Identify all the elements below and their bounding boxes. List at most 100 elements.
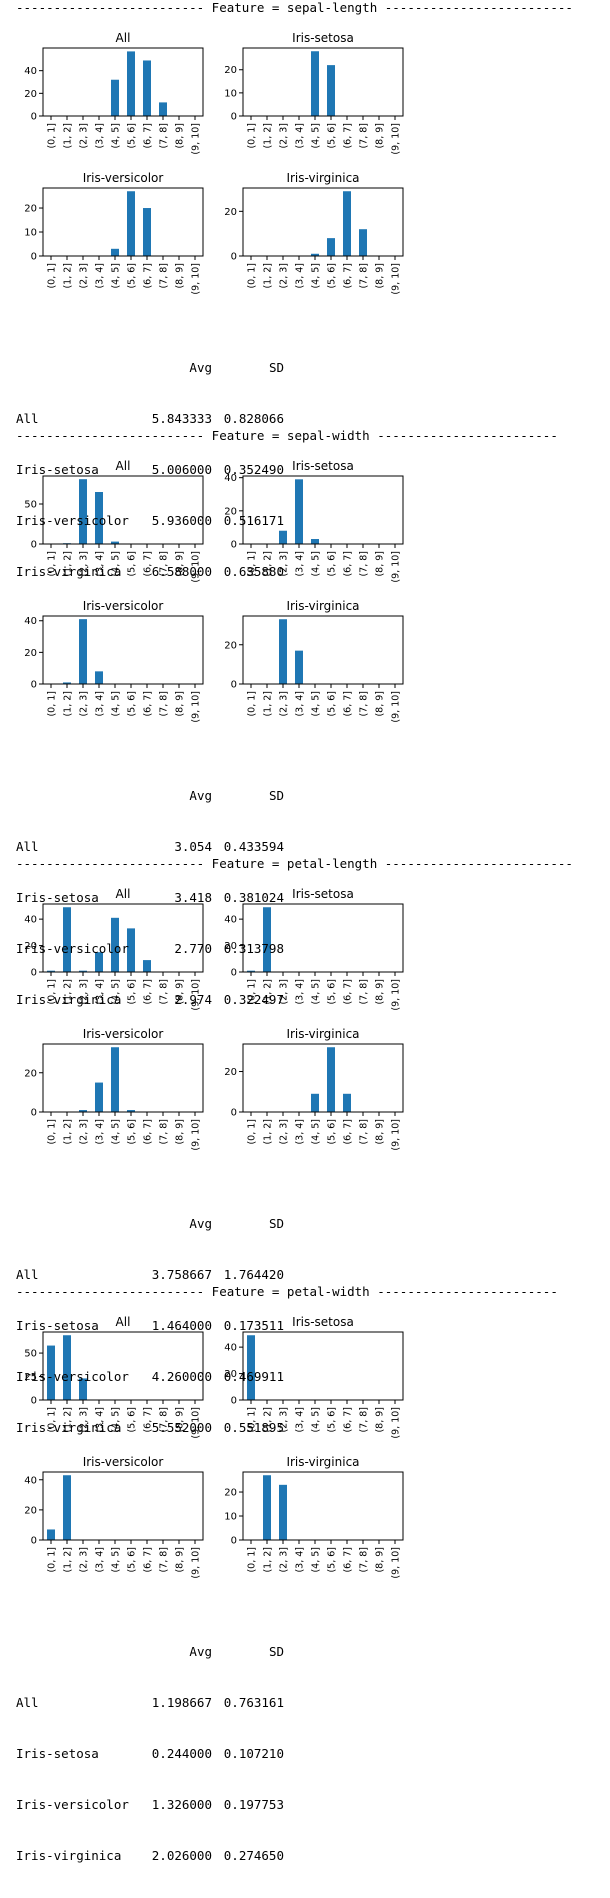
bar-(4, 5] xyxy=(111,79,119,116)
stats-row: Iris-virginica 2.974 0.322497 xyxy=(16,992,284,1007)
x-tick-label: (0, 1] xyxy=(247,1407,258,1433)
x-tick-label: (3, 4] xyxy=(95,1407,106,1433)
bar-(3, 4] xyxy=(295,479,303,544)
stats-table-sepal-length: Avg SD All 5.843333 0.828066 Iris-setosa 5.0… xyxy=(16,325,284,614)
bar-(3, 4] xyxy=(95,1082,103,1112)
plot-frame xyxy=(242,47,404,117)
histogram-petal-width-iris-virginica: Iris-virginica 0 10 20 (0, 1] (1, 2] (2, 3] (3,… xyxy=(224,1455,404,1579)
feature-header-sepal-length: ------------------------- Feature = sepa… xyxy=(16,0,573,15)
stats-header-row: Avg SD xyxy=(16,1215,284,1232)
x-tick-label: (9, 10] xyxy=(391,979,402,1011)
y-tick-label: 0 xyxy=(231,1536,237,1547)
bar-(6, 7] xyxy=(143,960,151,972)
y-tick-label: 40 xyxy=(224,473,237,484)
bar-(5, 6] xyxy=(127,51,135,116)
x-tick-label: (9, 10] xyxy=(191,1547,202,1579)
x-tick-label: (2, 3] xyxy=(79,551,90,577)
plot-frame xyxy=(42,47,204,117)
x-tick-label: (6, 7] xyxy=(143,691,154,717)
stats-row: Iris-versicolor 2.770 0.313798 xyxy=(16,941,284,956)
x-tick-label: (6, 7] xyxy=(143,1547,154,1573)
plot-frame xyxy=(242,475,404,545)
x-tick-label: (9, 10] xyxy=(191,1119,202,1151)
avg-header: Avg xyxy=(189,360,212,375)
x-tick-label: (5, 6] xyxy=(327,1407,338,1433)
plot-frame xyxy=(42,903,204,973)
chart-title: Iris-virginica xyxy=(286,599,359,613)
x-tick-label: (7, 8] xyxy=(359,1407,370,1433)
x-tick-label: (7, 8] xyxy=(359,263,370,289)
x-tick-label: (3, 4] xyxy=(295,1407,306,1433)
bar-(5, 6] xyxy=(327,65,335,116)
x-tick-label: (9, 10] xyxy=(191,691,202,723)
chart-title: All xyxy=(116,459,131,473)
bar-(3, 4] xyxy=(95,492,103,544)
bar-(4, 5] xyxy=(111,1047,119,1112)
x-tick-label: (8, 9] xyxy=(375,1547,386,1573)
x-tick-label: (1, 2] xyxy=(263,551,274,577)
bar-(1, 2] xyxy=(263,1475,271,1540)
histogram-sepal-width-all: All 0 50 (0, 1] (1, 2] (2, 3] (3, 4] (4, 5] (5, … xyxy=(24,459,204,583)
sd-header: SD xyxy=(268,1644,284,1659)
x-tick-label: (2, 3] xyxy=(79,1407,90,1433)
x-tick-label: (0, 1] xyxy=(47,979,58,1005)
x-tick-label: (4, 5] xyxy=(311,979,322,1005)
bar-(2, 3] xyxy=(279,530,287,544)
x-tick-label: (3, 4] xyxy=(95,123,106,149)
x-tick-label: (8, 9] xyxy=(375,123,386,149)
stats-row: Iris-setosa 3.418 0.381024 xyxy=(16,890,284,905)
x-tick-label: (8, 9] xyxy=(175,551,186,577)
x-tick-label: (3, 4] xyxy=(95,1547,106,1573)
y-tick-label: 10 xyxy=(224,88,237,99)
x-tick-label: (9, 10] xyxy=(391,691,402,723)
x-tick-label: (6, 7] xyxy=(143,1407,154,1433)
x-tick-label: (9, 10] xyxy=(391,263,402,295)
y-tick-label: 0 xyxy=(231,1108,237,1119)
x-tick-label: (8, 9] xyxy=(375,263,386,289)
stats-header-row: Avg SD xyxy=(16,359,284,376)
stats-row: Iris-setosa 5.006000 0.352490 xyxy=(16,462,284,477)
x-tick-label: (6, 7] xyxy=(343,1547,354,1573)
x-tick-label: (4, 5] xyxy=(311,1547,322,1573)
x-tick-label: (0, 1] xyxy=(247,691,258,717)
y-tick-label: 20 xyxy=(224,1369,237,1380)
histogram-sepal-length-iris-virginica: Iris-virginica 0 20 (0, 1] (1, 2] (2, 3] (3, 4… xyxy=(224,171,404,295)
histogram-petal-length-iris-versicolor: Iris-versicolor 0 20 (0, 1] (1, 2] (2, 3] (3, … xyxy=(24,1027,204,1151)
bar-(5, 6] xyxy=(327,238,335,256)
bar-(4, 5] xyxy=(311,253,319,256)
x-tick-label: (1, 2] xyxy=(263,123,274,149)
x-tick-label: (8, 9] xyxy=(375,979,386,1005)
x-tick-label: (2, 3] xyxy=(279,1119,290,1145)
stats-header-row: Avg SD xyxy=(16,787,284,804)
x-tick-label: (7, 8] xyxy=(359,979,370,1005)
bar-(6, 7] xyxy=(143,60,151,116)
x-tick-label: (2, 3] xyxy=(279,551,290,577)
x-tick-label: (5, 6] xyxy=(327,123,338,149)
x-tick-label: (6, 7] xyxy=(143,979,154,1005)
y-tick-label: 0 xyxy=(31,968,37,979)
x-tick-label: (9, 10] xyxy=(191,263,202,295)
sd-header: SD xyxy=(268,788,284,803)
x-tick-label: (8, 9] xyxy=(175,1547,186,1573)
notebook-output: All 0 20 40 (0, 1] (1, 2] (2, 3] (3, 4] (4, 5] (5… xyxy=(16,0,573,1863)
bar-(1, 2] xyxy=(63,1475,71,1540)
x-tick-label: (0, 1] xyxy=(47,123,58,149)
bar-(0, 1] xyxy=(47,1345,55,1400)
bar-(6, 7] xyxy=(343,1093,351,1112)
x-tick-label: (2, 3] xyxy=(79,263,90,289)
bar-(1, 2] xyxy=(63,682,71,684)
feature-header-sepal-width: ------------------------- Feature = sepa… xyxy=(16,428,558,443)
x-tick-label: (3, 4] xyxy=(295,1119,306,1145)
x-tick-label: (7, 8] xyxy=(359,1547,370,1573)
y-tick-label: 20 xyxy=(224,1488,237,1499)
x-tick-label: (1, 2] xyxy=(63,979,74,1005)
plot-frame xyxy=(242,615,404,685)
x-tick-label: (5, 6] xyxy=(327,1547,338,1573)
y-tick-label: 20 xyxy=(224,207,237,218)
plot-frame xyxy=(42,615,204,685)
y-tick-label: 0 xyxy=(231,112,237,123)
x-tick-label: (4, 5] xyxy=(111,551,122,577)
y-tick-label: 0 xyxy=(31,1536,37,1547)
x-tick-label: (1, 2] xyxy=(263,979,274,1005)
x-tick-label: (8, 9] xyxy=(375,691,386,717)
